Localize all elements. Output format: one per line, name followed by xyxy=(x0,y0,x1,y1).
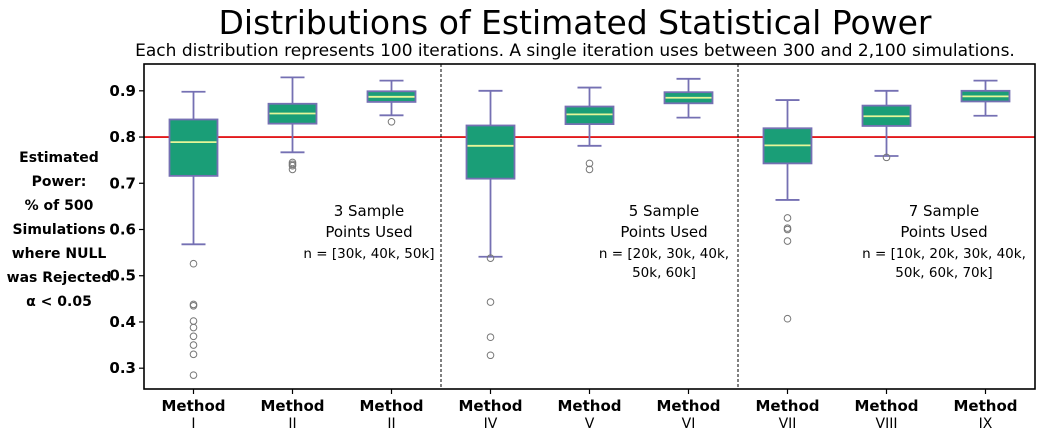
outlier-point xyxy=(189,350,198,359)
group-label-line: 3 Sample xyxy=(334,202,405,220)
outlier-point xyxy=(783,214,792,222)
group-n-line: 50k, 60k, 70k] xyxy=(895,265,992,281)
group-annotation-1: 3 Sample Points Used n = [30k, 40k, 50k] xyxy=(303,202,434,262)
x-tick-label-line2: VII xyxy=(779,416,797,432)
box-iqr xyxy=(168,118,219,177)
x-tick-label-line2: IV xyxy=(484,416,498,432)
box-6 xyxy=(663,77,714,119)
group-label-line: Points Used xyxy=(325,223,412,241)
group-n-line: 50k, 60k] xyxy=(632,265,696,281)
outlier-point xyxy=(189,371,198,379)
outlier-point xyxy=(189,259,198,268)
outlier-point xyxy=(189,332,198,341)
group-label-line: 7 Sample xyxy=(909,202,980,220)
box-1 xyxy=(168,90,219,379)
y-label-line: was Rejected xyxy=(7,270,112,286)
y-label-line: % of 500 xyxy=(25,198,94,214)
outlier-point xyxy=(783,237,792,245)
y-label-line: Power: xyxy=(32,174,87,190)
y-tick-label: 0.9 xyxy=(109,82,136,100)
box-8 xyxy=(861,89,912,162)
box-7 xyxy=(762,99,813,323)
x-tick-label-line2: I xyxy=(191,416,195,432)
x-tick-label-line1: Method xyxy=(360,397,424,415)
x-tick-label-line2: VI xyxy=(682,416,696,432)
outlier-point xyxy=(486,333,495,342)
x-tick-label-line1: Method xyxy=(261,397,325,415)
group-annotation-3: 7 Sample Points Used n = [10k, 20k, 30k, 4… xyxy=(862,202,1026,281)
chart-subtitle: Each distribution represents 100 iterati… xyxy=(135,41,1015,61)
group-label-line: Points Used xyxy=(900,223,987,241)
x-tick-label-line2: IX xyxy=(979,416,993,432)
group-label-line: 5 Sample xyxy=(629,202,700,220)
box-2 xyxy=(267,76,318,174)
outlier-point xyxy=(486,298,495,306)
x-tick-label-line1: Method xyxy=(459,397,523,415)
group-annotation-2: 5 Sample Points Used n = [20k, 30k, 40k, 50… xyxy=(599,202,729,281)
x-axis-labels: MethodIMethodIIMethodIIMethodIVMethodVMe… xyxy=(162,389,1018,432)
y-label-line: α < 0.05 xyxy=(26,294,92,310)
x-tick-label-line2: VIII xyxy=(876,416,898,432)
outlier-point xyxy=(783,314,792,323)
y-label-line: Simulations xyxy=(12,222,105,238)
outlier-point xyxy=(486,254,495,262)
y-label-line: Estimated xyxy=(19,150,99,166)
outlier-point xyxy=(189,317,198,325)
group-label-line: Points Used xyxy=(620,223,707,241)
outlier-point xyxy=(387,117,396,126)
group-n-line: n = [30k, 40k, 50k] xyxy=(303,246,434,262)
group-n-line: n = [20k, 30k, 40k, xyxy=(599,246,729,262)
y-tick-label: 0.6 xyxy=(109,221,136,239)
outlier-point xyxy=(585,165,594,174)
x-tick-label-line1: Method xyxy=(954,397,1018,415)
x-tick-label-line1: Method xyxy=(558,397,622,415)
y-tick-label: 0.4 xyxy=(109,313,136,331)
outlier-point xyxy=(288,161,297,170)
outlier-point xyxy=(189,323,198,332)
outlier-point xyxy=(882,153,891,162)
outlier-point xyxy=(486,351,495,360)
outlier-point xyxy=(783,225,792,234)
box-4 xyxy=(465,89,516,360)
x-tick-label-line2: II xyxy=(387,416,395,432)
outlier-point xyxy=(189,301,198,310)
box-3 xyxy=(366,79,417,126)
x-tick-label-line1: Method xyxy=(756,397,820,415)
x-tick-label-line1: Method xyxy=(855,397,919,415)
y-tick-label: 0.7 xyxy=(109,174,136,192)
plot-area: 0.3 0.4 0.5 0.6 0.7 0.8 0.9 3 Sample Points Used… xyxy=(109,63,1036,390)
x-tick-label-line2: II xyxy=(288,416,296,432)
x-tick-label-line2: V xyxy=(585,416,595,432)
y-tick-label: 0.8 xyxy=(109,128,136,146)
box-iqr xyxy=(465,124,516,180)
y-tick-label: 0.3 xyxy=(109,359,136,377)
y-axis-label: Estimated Power: % of 500 Simulations where … xyxy=(7,150,112,310)
outlier-point xyxy=(288,165,297,174)
outlier-point xyxy=(585,159,594,168)
y-label-line: where NULL xyxy=(12,246,107,262)
chart-title: Distributions of Estimated Statistical P… xyxy=(218,3,931,42)
box-5 xyxy=(564,86,615,174)
box-iqr xyxy=(564,105,615,125)
outlier-point xyxy=(189,341,198,349)
group-n-line: n = [10k, 20k, 30k, 40k, xyxy=(862,246,1026,262)
box-9 xyxy=(960,79,1011,117)
x-tick-label-line1: Method xyxy=(657,397,721,415)
y-tick-label: 0.5 xyxy=(109,267,136,285)
x-tick-label-line1: Method xyxy=(162,397,226,415)
